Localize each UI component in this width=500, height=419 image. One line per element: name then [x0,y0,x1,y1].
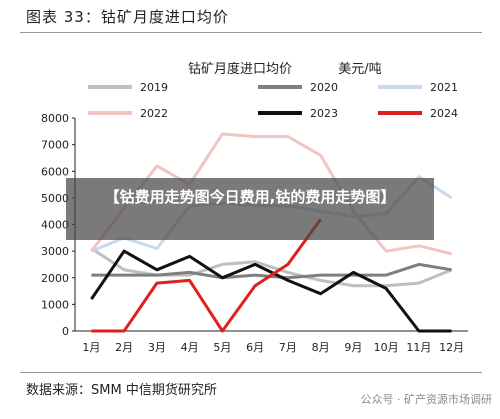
y-tick-label: 2000 [41,272,69,285]
y-tick-label: 7000 [41,139,69,152]
y-tick-label: 6000 [41,165,69,178]
legend-label-2024: 2024 [430,107,458,120]
legend-label-2019: 2019 [140,81,168,94]
series-line-2024 [91,218,322,333]
legend-label-2021: 2021 [430,81,458,94]
x-tick-label: 7月 [279,341,297,354]
y-tick-label: 0 [62,325,69,338]
x-tick-label: 1月 [82,341,100,354]
series-line-2019 [90,247,453,288]
series-line-2022 [90,132,452,256]
x-tick-label: 8月 [312,341,330,354]
top-rule [20,32,482,33]
overlay-banner: 【钴费用走势图今日费用,钴的费用走势图】 [66,178,434,240]
x-tick-label: 6月 [246,341,264,354]
source-note: 数据来源：SMM 中信期货研究所 [26,383,217,398]
y-tick-label: 3000 [41,245,69,258]
x-tick-label: 2月 [115,341,133,354]
series-line-2023 [90,249,452,333]
figure-title: 图表 33：钴矿月度进口均价 [26,8,229,26]
legend-label-2022: 2022 [140,107,168,120]
x-tick-label: 10月 [374,341,399,354]
chart-title: 钴矿月度进口均价 [188,61,292,77]
legend: 2019 2020 2021 2022 2023 2024 [88,81,458,120]
unit-label: 美元/吨 [338,62,381,77]
x-tick-label: 11月 [406,341,431,354]
y-tick-label: 4000 [41,219,69,232]
legend-label-2023: 2023 [310,107,338,120]
x-tick-label: 5月 [213,341,231,354]
y-tick-label: 8000 [41,112,69,125]
x-tick-label: 3月 [148,341,166,354]
x-tick-label: 9月 [344,341,362,354]
watermark: 公众号 · 矿产资源市场调研 [360,393,493,406]
bottom-rule [20,372,482,373]
x-tick-label: 4月 [181,341,199,354]
legend-label-2020: 2020 [310,81,338,94]
x-tick-label: 12月 [439,341,464,354]
y-tick-label: 1000 [41,298,69,311]
y-tick-label: 5000 [41,192,69,205]
